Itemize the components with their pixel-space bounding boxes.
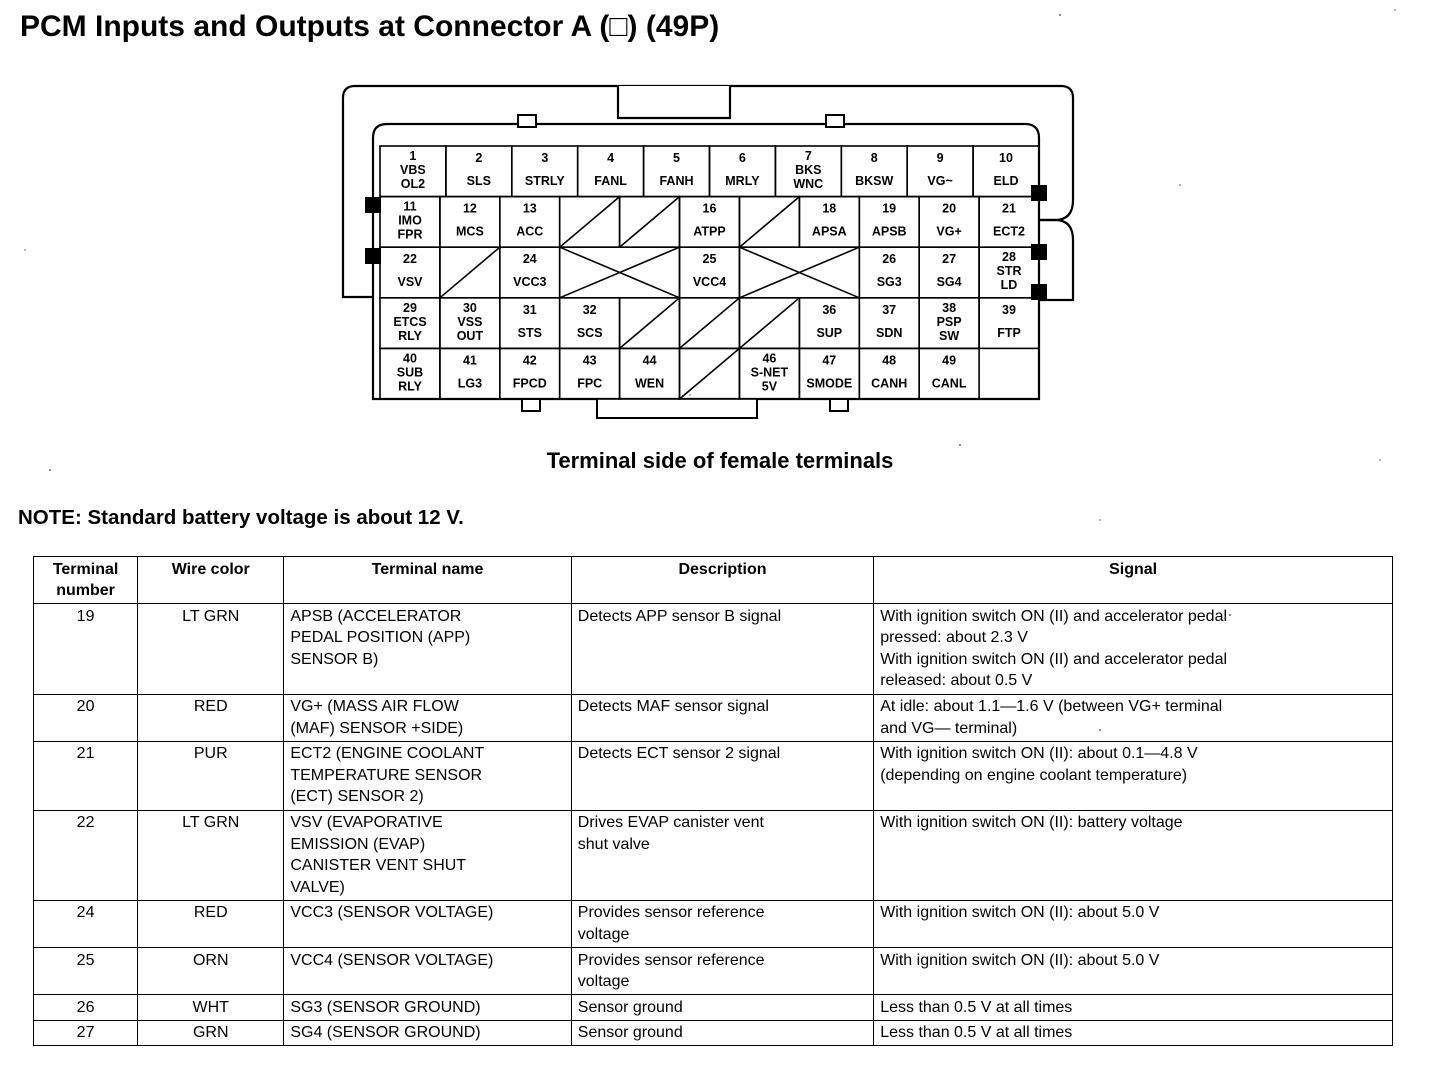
- svg-text:S-NET: S-NET: [751, 365, 789, 379]
- svg-text:SLS: SLS: [467, 174, 491, 188]
- svg-text:FANH: FANH: [659, 174, 693, 188]
- svg-text:49: 49: [942, 353, 956, 367]
- svg-text:VCC3: VCC3: [513, 275, 546, 289]
- svg-text:SW: SW: [939, 329, 959, 343]
- svg-text:FTP: FTP: [997, 326, 1021, 340]
- svg-text:5: 5: [673, 151, 680, 165]
- svg-text:ETCS: ETCS: [393, 315, 426, 329]
- svg-text:FPC: FPC: [577, 376, 602, 390]
- svg-text:PSP: PSP: [937, 315, 962, 329]
- svg-text:44: 44: [643, 353, 657, 367]
- svg-text:25: 25: [703, 252, 717, 266]
- svg-text:OUT: OUT: [457, 329, 484, 343]
- svg-text:SUP: SUP: [816, 326, 842, 340]
- svg-text:VSS: VSS: [457, 315, 482, 329]
- svg-text:6: 6: [739, 151, 746, 165]
- svg-text:SUB: SUB: [397, 365, 423, 379]
- svg-text:9: 9: [937, 151, 944, 165]
- svg-text:1: 1: [409, 149, 416, 163]
- svg-text:32: 32: [583, 303, 597, 317]
- svg-text:SG4: SG4: [937, 275, 962, 289]
- svg-text:12: 12: [463, 202, 477, 216]
- svg-text:MCS: MCS: [456, 225, 484, 239]
- svg-text:5V: 5V: [762, 379, 778, 393]
- svg-text:36: 36: [822, 303, 836, 317]
- svg-text:31: 31: [523, 303, 537, 317]
- svg-text:8: 8: [871, 151, 878, 165]
- svg-text:4: 4: [607, 151, 614, 165]
- svg-text:SMODE: SMODE: [806, 376, 852, 390]
- svg-text:ATPP: ATPP: [693, 225, 725, 239]
- svg-text:APSA: APSA: [812, 225, 847, 239]
- svg-text:SDN: SDN: [876, 326, 902, 340]
- svg-text:STRLY: STRLY: [525, 174, 565, 188]
- svg-text:LD: LD: [1001, 278, 1018, 292]
- svg-text:7: 7: [805, 149, 812, 163]
- svg-text:13: 13: [523, 202, 537, 216]
- svg-text:OL2: OL2: [401, 177, 425, 191]
- svg-text:FANL: FANL: [594, 174, 627, 188]
- svg-text:20: 20: [942, 202, 956, 216]
- svg-text:2: 2: [475, 151, 482, 165]
- svg-text:MRLY: MRLY: [725, 174, 760, 188]
- svg-text:VSV: VSV: [397, 275, 423, 289]
- svg-text:IMO: IMO: [398, 214, 422, 228]
- svg-text:VG+: VG+: [936, 225, 961, 239]
- svg-text:CANL: CANL: [932, 376, 967, 390]
- svg-text:WEN: WEN: [635, 376, 664, 390]
- svg-text:19: 19: [882, 202, 896, 216]
- svg-text:29: 29: [403, 301, 417, 315]
- svg-text:VBS: VBS: [400, 163, 426, 177]
- svg-text:RLY: RLY: [398, 329, 423, 343]
- svg-text:FPR: FPR: [398, 228, 423, 242]
- svg-text:CANH: CANH: [871, 376, 907, 390]
- svg-text:RLY: RLY: [398, 379, 423, 393]
- svg-text:24: 24: [523, 252, 537, 266]
- svg-text:16: 16: [703, 202, 717, 216]
- svg-text:BKSW: BKSW: [855, 174, 893, 188]
- svg-text:22: 22: [403, 252, 417, 266]
- svg-text:42: 42: [523, 353, 537, 367]
- svg-text:27: 27: [942, 252, 956, 266]
- svg-text:39: 39: [1002, 303, 1016, 317]
- svg-text:WNC: WNC: [793, 177, 823, 191]
- svg-text:41: 41: [463, 353, 477, 367]
- svg-text:18: 18: [822, 202, 836, 216]
- svg-text:ECT2: ECT2: [993, 225, 1025, 239]
- svg-text:STR: STR: [997, 264, 1022, 278]
- svg-text:FPCD: FPCD: [513, 376, 547, 390]
- svg-text:37: 37: [882, 303, 896, 317]
- svg-text:40: 40: [403, 351, 417, 365]
- svg-text:APSB: APSB: [872, 225, 907, 239]
- svg-text:38: 38: [942, 301, 956, 315]
- svg-text:VG~: VG~: [927, 174, 952, 188]
- svg-text:30: 30: [463, 301, 477, 315]
- svg-text:3: 3: [541, 151, 548, 165]
- svg-text:46: 46: [762, 351, 776, 365]
- svg-text:11: 11: [403, 200, 416, 214]
- svg-text:ACC: ACC: [516, 225, 543, 239]
- svg-text:BKS: BKS: [795, 163, 821, 177]
- svg-text:43: 43: [583, 353, 597, 367]
- svg-text:10: 10: [999, 151, 1013, 165]
- svg-text:SG3: SG3: [877, 275, 902, 289]
- svg-text:VCC4: VCC4: [693, 275, 726, 289]
- svg-text:SCS: SCS: [577, 326, 603, 340]
- svg-text:48: 48: [882, 353, 896, 367]
- svg-text:47: 47: [822, 353, 836, 367]
- svg-text:28: 28: [1002, 250, 1016, 264]
- svg-text:21: 21: [1002, 202, 1016, 216]
- svg-text:ELD: ELD: [994, 174, 1019, 188]
- svg-text:LG3: LG3: [458, 376, 482, 390]
- svg-text:STS: STS: [518, 326, 542, 340]
- svg-text:26: 26: [882, 252, 896, 266]
